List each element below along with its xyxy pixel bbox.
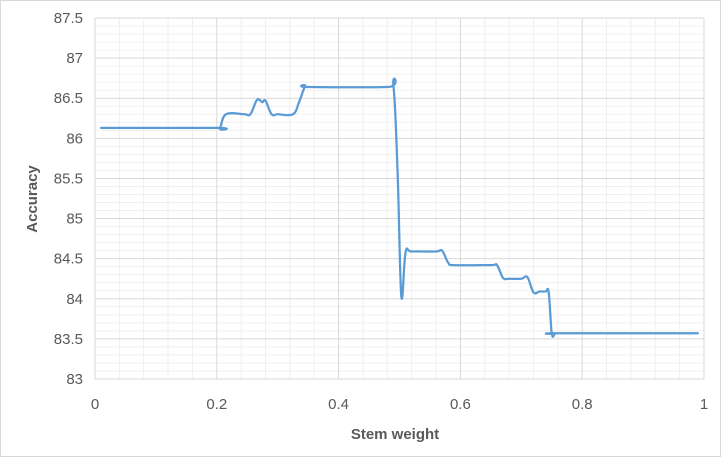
accuracy-series-line — [99, 77, 700, 338]
y-tick-label: 85 — [66, 211, 83, 228]
x-tick-label: 0.8 — [572, 396, 593, 413]
y-tick-label: 84 — [66, 291, 83, 308]
x-tick-label: 0.4 — [328, 396, 349, 413]
y-tick-label: 85.5 — [54, 170, 83, 187]
y-tick-label: 83.5 — [54, 331, 83, 348]
y-tick-label: 86 — [66, 130, 83, 147]
series-layer — [99, 77, 700, 338]
y-tick-label: 83 — [66, 371, 83, 388]
y-axis-title: Accuracy — [24, 165, 41, 233]
x-tick-label: 0.2 — [206, 396, 227, 413]
x-axis-title: Stem weight — [351, 426, 439, 443]
y-tick-label: 86.5 — [54, 90, 83, 107]
y-tick-label: 87 — [66, 50, 83, 67]
y-axis-tick-labels: 83 83.5 84 84.5 85 85.5 86 86.5 87 87.5 — [54, 10, 83, 388]
x-tick-label: 0 — [91, 396, 99, 413]
y-tick-label: 87.5 — [54, 10, 83, 27]
x-tick-label: 0.6 — [450, 396, 471, 413]
y-tick-label: 84.5 — [54, 251, 83, 268]
x-tick-label: 1 — [700, 396, 708, 413]
x-axis-tick-labels: 0 0.2 0.4 0.6 0.8 1 — [91, 396, 708, 413]
